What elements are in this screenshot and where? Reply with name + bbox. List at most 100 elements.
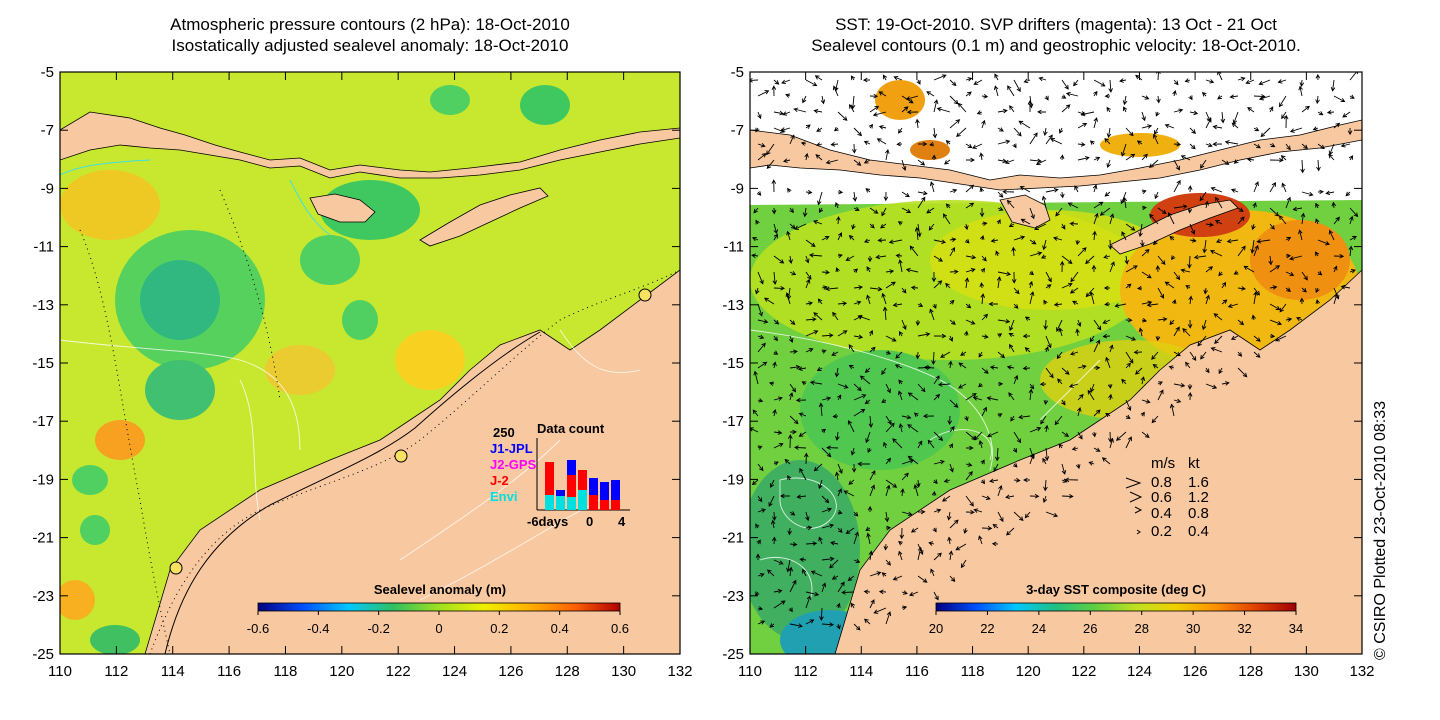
velocity-arrow xyxy=(1093,409,1101,417)
velocity-arrow xyxy=(1173,159,1180,171)
velocity-arrow xyxy=(1125,351,1134,364)
left-colorbar-gradient xyxy=(257,602,621,612)
velocity-arrow xyxy=(926,91,935,97)
velocity-arrow xyxy=(972,396,983,401)
inset-title: Data count xyxy=(537,421,605,436)
velocity-arrow xyxy=(1209,249,1223,257)
velocity-arrow xyxy=(1157,255,1166,266)
velocity-arrow xyxy=(1104,301,1111,307)
velocity-arrow xyxy=(933,459,945,465)
velocity-arrow xyxy=(1189,223,1196,235)
velocity-arrow xyxy=(1253,181,1259,193)
velocity-arrow xyxy=(1251,223,1256,231)
velocity-arrow xyxy=(913,484,919,497)
velocity-arrow xyxy=(1253,94,1266,99)
velocity-arrow xyxy=(1092,184,1098,193)
left-ytick-label: -15 xyxy=(32,355,54,372)
velocity-arrow xyxy=(773,600,786,609)
velocity-arrow xyxy=(1233,159,1239,164)
right-ytick-label: -19 xyxy=(722,471,744,488)
velocity-arrow xyxy=(1315,202,1320,209)
velocity-arrow xyxy=(864,618,871,625)
velocity-arrow xyxy=(910,527,919,533)
velocity-arrow xyxy=(882,441,888,449)
velocity-arrow xyxy=(1125,153,1136,161)
velocity-arrow xyxy=(815,154,823,161)
left-xtick-label: 118 xyxy=(273,663,297,680)
velocity-arrow xyxy=(757,303,763,317)
velocity-arrow xyxy=(876,138,887,145)
velocity-arrow xyxy=(850,447,856,456)
velocity-arrow xyxy=(1173,271,1181,281)
velocity-arrow xyxy=(1061,255,1073,264)
velocity-arrow xyxy=(947,536,952,545)
velocity-arrow xyxy=(1173,398,1182,404)
velocity-arrow xyxy=(1012,143,1017,149)
velocity-arrow xyxy=(1301,287,1307,293)
velocity-arrow xyxy=(1013,477,1021,483)
velocity-arrow xyxy=(877,238,887,243)
velocity-arrow xyxy=(965,268,976,273)
velocity-arrow xyxy=(1007,85,1015,97)
velocity-arrow xyxy=(1164,281,1175,289)
left-xtick-label: 120 xyxy=(329,663,354,680)
velocity-arrow xyxy=(960,559,967,569)
velocity-arrow xyxy=(916,479,921,488)
velocity-arrow xyxy=(1315,95,1320,105)
velocity-arrow xyxy=(868,550,874,561)
velocity-arrow xyxy=(996,219,1001,225)
velocity-arrow xyxy=(1289,127,1303,133)
velocity-arrow xyxy=(757,508,766,513)
velocity-arrow xyxy=(965,471,973,481)
velocity-arrow xyxy=(1173,179,1181,193)
velocity-arrow xyxy=(1114,303,1127,308)
speed-legend: m/s kt 0.8 1.6 0.6 1.2 0.4 0.8 0.2 0.4 xyxy=(1125,455,1209,540)
velocity-arrow xyxy=(837,581,845,593)
right-ytick-label: -9 xyxy=(731,180,744,197)
velocity-arrow xyxy=(1029,251,1043,257)
right-xtick-label: 122 xyxy=(1071,663,1096,680)
right-xtick-label: 120 xyxy=(1016,663,1041,680)
velocity-arrow xyxy=(1349,72,1359,81)
velocity-arrow xyxy=(821,582,827,593)
velocity-arrow xyxy=(786,230,791,241)
velocity-arrow xyxy=(883,191,889,202)
velocity-arrow xyxy=(884,511,890,523)
velocity-arrow xyxy=(1230,188,1239,193)
velocity-arrow xyxy=(1218,367,1223,375)
right-ytick-label: -21 xyxy=(722,530,744,547)
velocity-arrow xyxy=(978,535,983,545)
velocity-arrow xyxy=(848,479,855,485)
velocity-arrow xyxy=(1184,78,1191,83)
velocity-arrow xyxy=(1226,238,1239,244)
velocity-arrow xyxy=(1061,399,1066,406)
velocity-arrow xyxy=(1141,317,1148,323)
velocity-arrow xyxy=(1093,339,1101,353)
velocity-arrow xyxy=(853,127,863,137)
velocity-arrow xyxy=(1045,335,1052,349)
velocity-arrow xyxy=(1109,344,1114,353)
velocity-arrow xyxy=(913,412,919,418)
velocity-arrow xyxy=(1187,383,1193,390)
velocity-arrow xyxy=(949,399,959,408)
velocity-arrow xyxy=(898,379,903,385)
velocity-arrow xyxy=(997,413,1003,418)
velocity-arrow xyxy=(1148,159,1159,169)
velocity-arrow xyxy=(1109,261,1115,273)
velocity-arrow xyxy=(1055,207,1063,217)
velocity-arrow xyxy=(918,141,928,147)
velocity-arrow xyxy=(1328,229,1335,241)
velocity-arrow xyxy=(1167,212,1175,225)
velocity-arrow xyxy=(818,536,823,545)
velocity-arrow xyxy=(818,207,824,213)
velocity-arrow xyxy=(878,124,887,130)
velocity-arrow xyxy=(757,495,763,503)
velocity-arrow xyxy=(901,472,909,481)
velocity-arrow xyxy=(1200,159,1207,169)
velocity-arrow xyxy=(881,572,887,577)
velocity-arrow xyxy=(826,445,839,450)
velocity-arrow xyxy=(1064,477,1079,483)
velocity-arrow xyxy=(907,455,919,465)
velocity-arrow xyxy=(853,206,860,212)
right-ytick-label: -13 xyxy=(722,297,744,314)
